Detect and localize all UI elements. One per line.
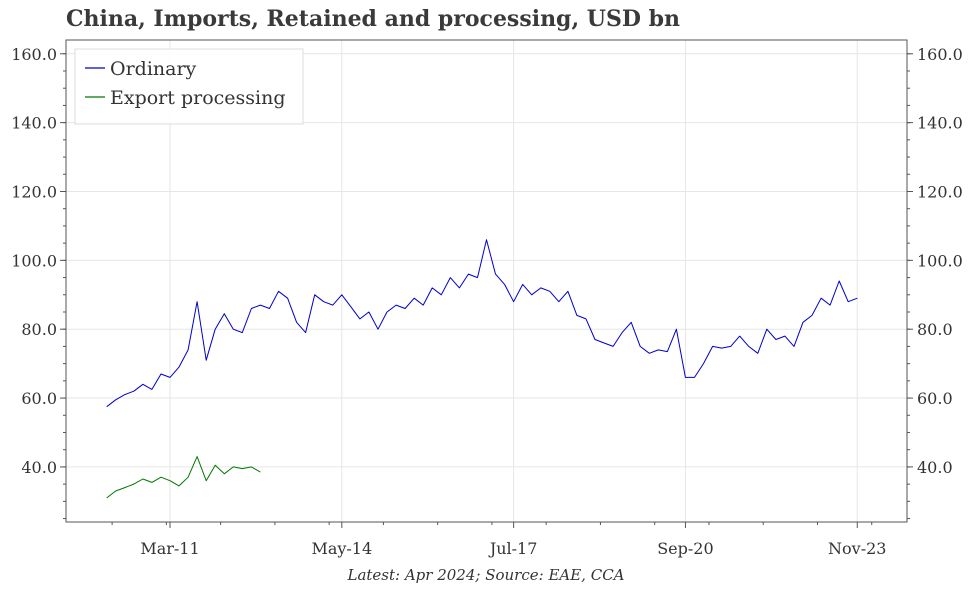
x-tick-label: Nov-23 xyxy=(828,539,886,558)
series-line-0 xyxy=(106,239,858,408)
x-tick-label: Sep-20 xyxy=(657,539,713,558)
x-tick-label: Jul-17 xyxy=(488,539,538,558)
x-tick-label: Mar-11 xyxy=(140,539,199,558)
y-tick-label: 40.0 xyxy=(21,458,57,477)
series-lines xyxy=(106,239,858,499)
y-tick-label: 60.0 xyxy=(21,389,57,408)
y-tick-label-right: 60.0 xyxy=(917,389,953,408)
y-tick-label-right: 140.0 xyxy=(917,114,963,133)
y-tick-label: 120.0 xyxy=(11,182,57,201)
y-tick-label-right: 100.0 xyxy=(917,251,963,270)
y-tick-label-right: 80.0 xyxy=(917,320,953,339)
plot-frame xyxy=(65,39,908,523)
legend-label: Ordinary xyxy=(110,58,197,80)
legend-label: Export processing xyxy=(110,87,286,109)
series-line-1 xyxy=(106,456,261,499)
y-tick-label: 160.0 xyxy=(11,45,57,64)
y-tick-label: 80.0 xyxy=(21,320,57,339)
axes: 40.0 40.0 60.0 60.0 80.0 80.0 100.0 100.0 120.0 1… xyxy=(11,45,963,558)
legend: Ordinary Export processing xyxy=(74,48,304,125)
source-note: Latest: Apr 2024; Source: EAE, CCA xyxy=(347,566,625,584)
chart-title: China, Imports, Retained and processing,… xyxy=(66,6,680,32)
y-tick-label-right: 40.0 xyxy=(917,458,953,477)
y-tick-label-right: 120.0 xyxy=(917,182,963,201)
y-tick-label-right: 160.0 xyxy=(917,45,963,64)
legend-box xyxy=(74,48,304,125)
y-tick-label: 140.0 xyxy=(11,114,57,133)
y-tick-label: 100.0 xyxy=(11,251,57,270)
x-tick-label: May-14 xyxy=(311,539,372,558)
